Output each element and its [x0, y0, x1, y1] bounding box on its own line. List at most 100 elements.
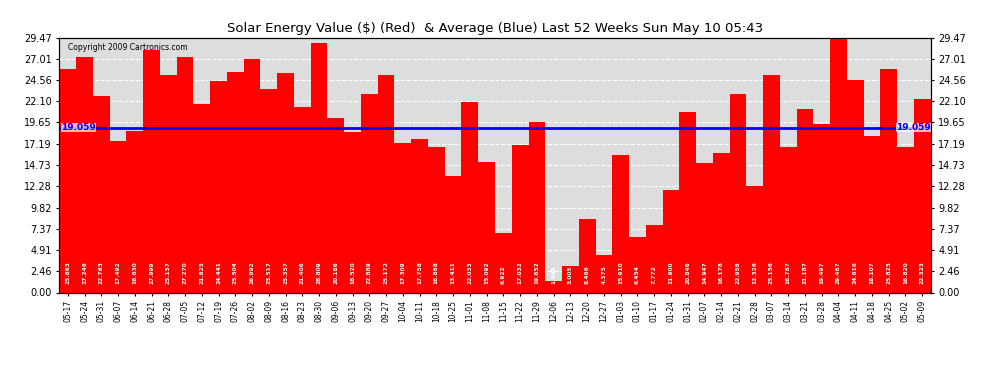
Bar: [110, 141, 127, 292]
Text: 16.868: 16.868: [434, 261, 439, 284]
Bar: [478, 162, 495, 292]
Bar: [612, 155, 629, 292]
Text: 11.900: 11.900: [668, 261, 673, 284]
Text: 27.246: 27.246: [82, 261, 87, 284]
Bar: [629, 237, 645, 292]
Text: 20.846: 20.846: [685, 261, 690, 284]
Bar: [294, 107, 311, 292]
Bar: [880, 69, 897, 292]
Bar: [210, 81, 227, 292]
Text: 4.375: 4.375: [601, 265, 607, 284]
Text: 22.958: 22.958: [736, 261, 741, 284]
Text: 17.492: 17.492: [116, 261, 121, 284]
Text: 25.156: 25.156: [769, 261, 774, 284]
Bar: [495, 232, 512, 292]
Text: 15.910: 15.910: [618, 261, 623, 284]
Text: 17.758: 17.758: [417, 261, 422, 284]
Text: 25.172: 25.172: [383, 261, 389, 284]
Bar: [411, 139, 428, 292]
Text: 25.157: 25.157: [165, 261, 171, 284]
Text: 19.059: 19.059: [61, 123, 96, 132]
Bar: [227, 72, 244, 292]
Bar: [345, 132, 361, 292]
Text: 16.787: 16.787: [786, 261, 791, 284]
Bar: [260, 89, 277, 292]
Text: 3.005: 3.005: [568, 266, 573, 284]
Bar: [76, 57, 93, 292]
Text: 18.107: 18.107: [869, 261, 874, 284]
Bar: [445, 177, 461, 292]
Bar: [797, 109, 814, 292]
Bar: [713, 153, 730, 292]
Bar: [93, 96, 110, 292]
Text: 12.326: 12.326: [752, 261, 757, 284]
Text: Copyright 2009 Cartronics.com: Copyright 2009 Cartronics.com: [68, 43, 188, 52]
Text: 26.992: 26.992: [249, 261, 254, 284]
Bar: [696, 163, 713, 292]
Text: 28.809: 28.809: [317, 261, 322, 284]
Bar: [863, 136, 880, 292]
Bar: [562, 267, 579, 292]
Text: 16.820: 16.820: [903, 261, 908, 284]
Bar: [529, 123, 545, 292]
Bar: [277, 73, 294, 292]
Bar: [645, 225, 662, 292]
Text: 21.187: 21.187: [803, 261, 808, 284]
Bar: [897, 147, 914, 292]
Bar: [814, 124, 830, 292]
Text: 14.947: 14.947: [702, 261, 707, 284]
Text: 27.999: 27.999: [149, 261, 154, 284]
Text: 25.825: 25.825: [886, 261, 891, 284]
Bar: [193, 104, 210, 292]
Text: 25.863: 25.863: [65, 261, 70, 284]
Text: 22.033: 22.033: [467, 261, 472, 284]
Bar: [394, 143, 411, 292]
Bar: [328, 118, 345, 292]
Text: 18.630: 18.630: [133, 261, 138, 284]
Bar: [679, 112, 696, 292]
Bar: [160, 75, 176, 292]
Bar: [579, 219, 596, 292]
Text: 25.504: 25.504: [233, 261, 238, 284]
Text: 6.922: 6.922: [501, 265, 506, 284]
Text: 7.772: 7.772: [651, 265, 656, 284]
Bar: [361, 94, 378, 292]
Text: 29.467: 29.467: [836, 261, 841, 284]
Text: 8.466: 8.466: [585, 265, 590, 284]
Text: 17.032: 17.032: [518, 261, 523, 284]
Text: 25.357: 25.357: [283, 261, 288, 284]
Bar: [780, 147, 797, 292]
Bar: [176, 57, 193, 292]
Text: 19.497: 19.497: [819, 261, 825, 284]
Bar: [662, 189, 679, 292]
Text: 17.309: 17.309: [400, 261, 405, 284]
Bar: [730, 94, 746, 292]
Bar: [461, 102, 478, 292]
Text: 13.411: 13.411: [450, 261, 455, 284]
Text: 21.406: 21.406: [300, 261, 305, 284]
Bar: [378, 75, 394, 292]
Bar: [512, 145, 529, 292]
Text: 22.889: 22.889: [367, 261, 372, 284]
Text: 21.825: 21.825: [199, 261, 204, 284]
Text: 27.270: 27.270: [182, 261, 187, 284]
Bar: [59, 69, 76, 292]
Bar: [830, 38, 846, 292]
Text: 23.517: 23.517: [266, 261, 271, 284]
Text: 6.454: 6.454: [635, 265, 640, 284]
Text: 22.763: 22.763: [99, 261, 104, 284]
Bar: [545, 280, 562, 292]
Text: 19.652: 19.652: [535, 261, 540, 284]
Bar: [746, 186, 763, 292]
Bar: [428, 147, 445, 292]
Bar: [144, 50, 160, 292]
Bar: [763, 75, 780, 292]
Text: 16.178: 16.178: [719, 261, 724, 284]
Bar: [311, 43, 328, 292]
Bar: [127, 131, 144, 292]
Text: 19.059: 19.059: [896, 123, 931, 132]
Text: 20.186: 20.186: [334, 261, 339, 284]
Bar: [244, 59, 260, 292]
Title: Solar Energy Value ($) (Red)  & Average (Blue) Last 52 Weeks Sun May 10 05:43: Solar Energy Value ($) (Red) & Average (…: [227, 22, 763, 35]
Text: 24.616: 24.616: [852, 261, 857, 284]
